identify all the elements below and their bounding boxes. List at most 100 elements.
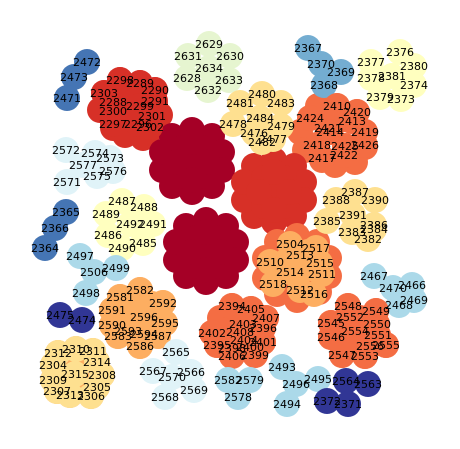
node-label: 2546: [317, 331, 345, 344]
node-label: 2576: [99, 165, 127, 178]
graph-node: [117, 211, 143, 237]
graph-node: [311, 72, 337, 98]
node-label: 2366: [41, 222, 69, 235]
node-label: 2305: [83, 381, 111, 394]
node-label: 2582: [214, 374, 242, 387]
graph-node: [268, 90, 294, 116]
graph-node: [388, 86, 414, 112]
node-label: 2403: [229, 318, 257, 331]
node-label: 2497: [66, 250, 94, 263]
node-label: 2515: [306, 257, 334, 270]
graph-node: [361, 263, 387, 289]
graph-node: [54, 169, 80, 195]
graph-node: [401, 287, 427, 313]
graph-node: [73, 280, 99, 306]
node-label: 2297: [99, 118, 127, 131]
node-label: 2407: [252, 312, 280, 325]
node-label: 2492: [116, 218, 144, 231]
node-label: 2590: [98, 319, 126, 332]
node-label: 2488: [130, 201, 158, 214]
node-label: 2514: [276, 266, 304, 279]
node-label: 2490: [108, 242, 136, 255]
node-label: 2468: [385, 299, 413, 312]
node-label: 2391: [339, 209, 367, 222]
node-label: 2383: [338, 226, 366, 239]
graph-node: [195, 77, 221, 103]
node-label: 2417: [308, 152, 336, 165]
graph-node: [196, 55, 222, 81]
node-label: 2591: [98, 304, 126, 317]
node-label: 2390: [361, 194, 389, 207]
node-label: 2570: [158, 371, 186, 384]
graph-node: [178, 239, 204, 265]
node-label: 2586: [126, 340, 154, 353]
node-label: 2493: [268, 361, 296, 374]
node-label: 2300: [99, 105, 127, 118]
node-label: 2587: [144, 330, 172, 343]
graph-node: [355, 226, 381, 252]
node-label: 2306: [77, 390, 105, 403]
node-label: 2478: [219, 118, 247, 131]
node-label: 2418: [303, 139, 331, 152]
node-label: 2556: [356, 340, 384, 353]
node-label: 2595: [151, 317, 179, 330]
node-label: 2313: [56, 389, 84, 402]
graph-node: [115, 318, 141, 344]
node-label: 2474: [68, 314, 96, 327]
node-label: 2408: [226, 326, 254, 339]
graph-node: [62, 361, 88, 387]
graph-node: [352, 343, 378, 369]
graph-node: [367, 84, 393, 110]
node-label: 2298: [106, 74, 134, 87]
graph-node: [216, 67, 242, 93]
node-label: 2489: [92, 208, 120, 221]
node-label: 2314: [83, 356, 111, 369]
node-label: 2365: [52, 206, 80, 219]
node-label: 2631: [174, 50, 202, 63]
node-label: 2568: [151, 391, 179, 404]
node-label: 2563: [354, 378, 382, 391]
node-label: 2384: [360, 223, 388, 236]
node-label: 2511: [308, 268, 336, 281]
node-label: 2484: [246, 112, 274, 125]
node-label: 2552: [336, 311, 364, 324]
node-label: 2554: [341, 325, 369, 338]
node-label: 2470: [379, 282, 407, 295]
node-label: 2571: [53, 176, 81, 189]
graph-node: [193, 257, 219, 283]
node-label: 2504: [276, 238, 304, 251]
node-label: 2309: [39, 374, 67, 387]
node-label: 2311: [79, 345, 107, 358]
node-label: 2567: [139, 365, 167, 378]
node-label: 2594: [130, 328, 158, 341]
node-label: 2374: [400, 79, 428, 92]
node-label: 2410: [323, 100, 351, 113]
graph-node: [355, 371, 381, 397]
graph-node: [175, 43, 201, 69]
graph-node: [274, 391, 300, 417]
node-label: 2518: [259, 278, 287, 291]
node-label: 2469: [400, 294, 428, 307]
node-label: 2572: [52, 144, 80, 157]
node-label: 2395: [203, 339, 231, 352]
graph-node: [100, 111, 126, 137]
graph-node: [69, 307, 95, 333]
nodes-layer: [32, 31, 427, 417]
node-label: 2424: [296, 112, 324, 125]
node-label: 2634: [195, 62, 223, 75]
node-label: 2405: [237, 303, 265, 316]
node-label: 2304: [39, 359, 67, 372]
graph-node: [246, 179, 272, 205]
node-label: 2471: [53, 92, 81, 105]
graph-node: [159, 364, 185, 390]
graph-node: [137, 114, 163, 140]
graph-node: [227, 90, 253, 116]
node-label: 2582: [126, 284, 154, 297]
graph-node: [54, 85, 80, 111]
graph-node: [231, 327, 257, 353]
node-label: 2564: [332, 375, 360, 388]
graph-node: [401, 53, 427, 79]
graph-node: [164, 149, 190, 175]
node-label: 2479: [267, 120, 295, 133]
node-label: 2494: [273, 398, 301, 411]
